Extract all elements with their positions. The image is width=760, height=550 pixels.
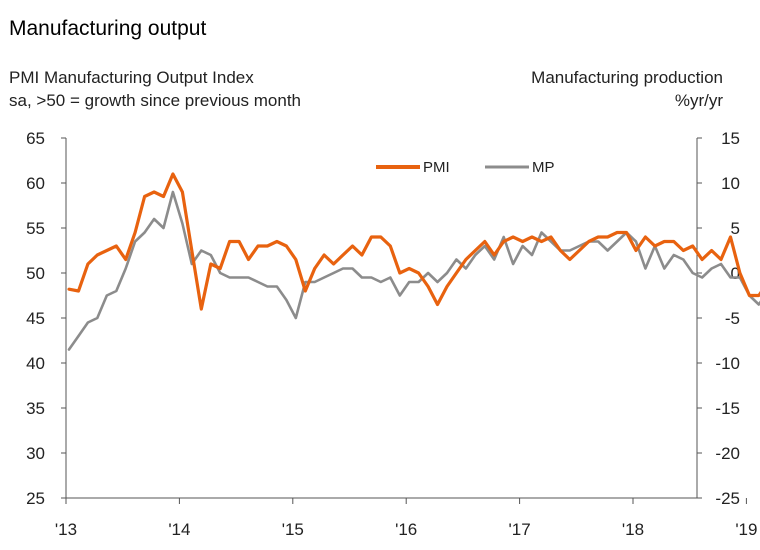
left-tick-label: 35	[26, 399, 45, 418]
right-tick-label: -25	[715, 489, 740, 508]
right-tick-label: 15	[721, 129, 740, 148]
left-tick-label: 40	[26, 354, 45, 373]
right-axis-label-line2: %yr/yr	[674, 91, 723, 110]
left-tick-label: 25	[26, 489, 45, 508]
right-tick-label: 0	[731, 264, 740, 283]
x-tick-label: '19	[735, 520, 757, 539]
left-tick-label: 50	[26, 264, 45, 283]
axes: 656055504540353025151050-5-10-15-20-25'1…	[26, 129, 757, 539]
left-tick-label: 55	[26, 219, 45, 238]
right-axis-label: Manufacturing production %yr/yr	[531, 66, 723, 112]
left-tick-label: 30	[26, 444, 45, 463]
chart-title: Manufacturing output	[9, 17, 207, 40]
x-tick-label: '15	[282, 520, 304, 539]
legend-mp-label: MP	[532, 159, 555, 176]
right-axis-label-line1: Manufacturing production	[531, 68, 723, 87]
legend-pmi-label: PMI	[423, 159, 450, 176]
x-tick-label: '14	[168, 520, 190, 539]
right-tick-label: -20	[715, 444, 740, 463]
right-tick-label: -10	[715, 354, 740, 373]
pmi-series-line	[67, 172, 760, 311]
right-tick-label: 5	[731, 219, 740, 238]
left-axis-label: PMI Manufacturing Output Index sa, >50 =…	[9, 66, 301, 112]
x-tick-label: '18	[622, 520, 644, 539]
left-tick-label: 65	[26, 129, 45, 148]
right-tick-label: 10	[721, 174, 740, 193]
mp-series-line	[67, 190, 760, 351]
x-tick-label: '17	[509, 520, 531, 539]
right-tick-label: -15	[715, 399, 740, 418]
left-axis-label-line2: sa, >50 = growth since previous month	[9, 91, 301, 110]
x-tick-label: '13	[55, 520, 77, 539]
left-axis-label-line1: PMI Manufacturing Output Index	[9, 68, 254, 87]
series-lines	[67, 172, 760, 351]
left-tick-label: 45	[26, 309, 45, 328]
x-tick-label: '16	[395, 520, 417, 539]
left-tick-label: 60	[26, 174, 45, 193]
legend: PMI MP	[376, 159, 555, 176]
right-tick-label: -5	[725, 309, 740, 328]
